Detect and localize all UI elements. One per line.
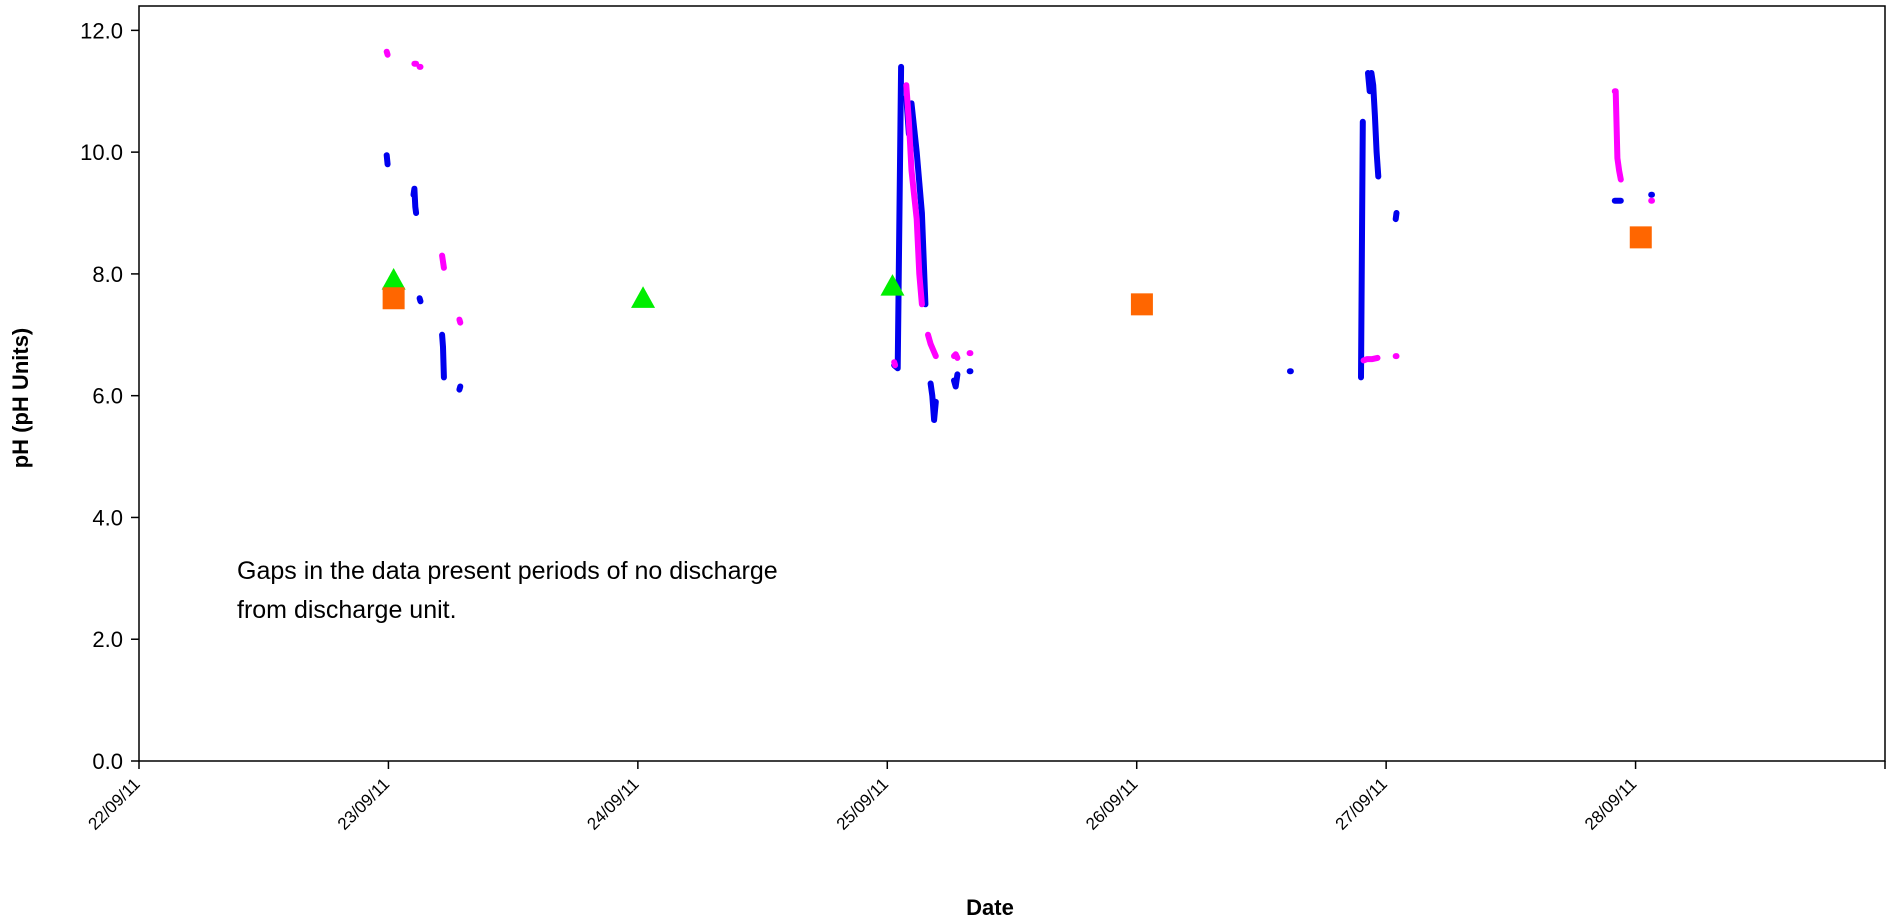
y-tick-label: 0.0 xyxy=(92,749,123,774)
y-axis: 0.0 2.0 4.0 6.0 8.0 10.0 12.0 xyxy=(80,18,139,774)
x-tick-label: 27/09/11 xyxy=(1332,774,1391,833)
y-axis-title: pH (pH Units) xyxy=(8,328,33,469)
series-1 xyxy=(383,48,1655,369)
series-line-segment xyxy=(891,359,899,369)
series-line-segment xyxy=(410,185,420,216)
x-tick-label: 28/09/11 xyxy=(1581,774,1640,833)
series-line-segment xyxy=(925,331,939,360)
x-tick-label: 22/09/11 xyxy=(84,774,143,833)
plot-area xyxy=(138,5,1886,762)
series-line-segment xyxy=(416,295,424,305)
series-line-segment xyxy=(1360,354,1381,364)
triangle-marker xyxy=(880,274,905,296)
series-3 xyxy=(382,226,1652,316)
annotation-line-2: from discharge unit. xyxy=(237,596,457,624)
y-tick-label: 12.0 xyxy=(80,18,123,43)
y-tick-label: 10.0 xyxy=(80,140,123,165)
series-line-segment xyxy=(903,82,925,308)
series-line-segment xyxy=(456,316,464,326)
y-tick-label: 2.0 xyxy=(92,627,123,652)
series-line-segment xyxy=(1358,118,1366,381)
series-layer xyxy=(381,48,1655,423)
x-axis: 22/09/11 23/09/11 24/09/11 25/09/11 26/09/11… xyxy=(84,761,1886,834)
x-tick-label: 24/09/11 xyxy=(583,774,642,833)
x-tick-label: 25/09/11 xyxy=(833,774,892,833)
x-axis-title: Date xyxy=(966,895,1014,920)
y-tick-label: 6.0 xyxy=(92,384,123,409)
triangle-marker xyxy=(381,267,406,290)
series-line-segment xyxy=(456,383,464,393)
series-line-segment xyxy=(439,331,447,381)
square-marker xyxy=(382,287,405,310)
series-2 xyxy=(381,267,905,308)
series-line-segment xyxy=(1611,88,1624,183)
series-line-segment xyxy=(1365,70,1382,180)
x-tick-label: 23/09/11 xyxy=(334,774,393,833)
series-line-segment xyxy=(439,252,447,271)
x-tick-label: 26/09/11 xyxy=(1082,774,1141,833)
series-line-segment xyxy=(951,371,961,390)
series-line-segment xyxy=(951,351,961,361)
y-tick-label: 4.0 xyxy=(92,505,123,530)
series-line-segment xyxy=(383,152,391,168)
triangle-marker xyxy=(631,286,656,308)
square-marker xyxy=(1130,293,1153,316)
series-line-segment xyxy=(383,48,391,58)
series-line-segment xyxy=(927,380,939,423)
series-line-segment xyxy=(1392,210,1400,223)
square-marker xyxy=(1629,226,1652,249)
y-tick-label: 8.0 xyxy=(92,262,123,287)
annotation-line-1: Gaps in the data present periods of no d… xyxy=(237,557,778,585)
